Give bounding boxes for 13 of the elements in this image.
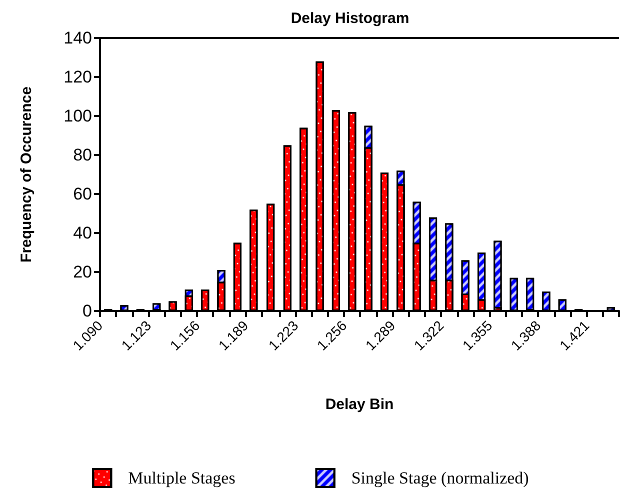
y-tick-label: 100	[64, 106, 92, 126]
legend-label: Single Stage (normalized)	[351, 468, 529, 488]
x-axis-title: Delay Bin	[325, 396, 394, 413]
y-tick-label: 20	[73, 262, 92, 282]
y-tick-label: 60	[73, 184, 92, 204]
legend-label: Multiple Stages	[128, 468, 236, 488]
y-tick-label: 40	[73, 224, 92, 242]
y-tick-label: 80	[73, 146, 92, 164]
y-tick-label: 120	[64, 68, 92, 86]
y-axis-title: Frequency of Occurence	[18, 86, 35, 262]
y-tick-label: 0	[82, 302, 92, 320]
y-tick-label: 140	[64, 28, 92, 48]
chart-title: Delay Histogram	[290, 10, 410, 27]
